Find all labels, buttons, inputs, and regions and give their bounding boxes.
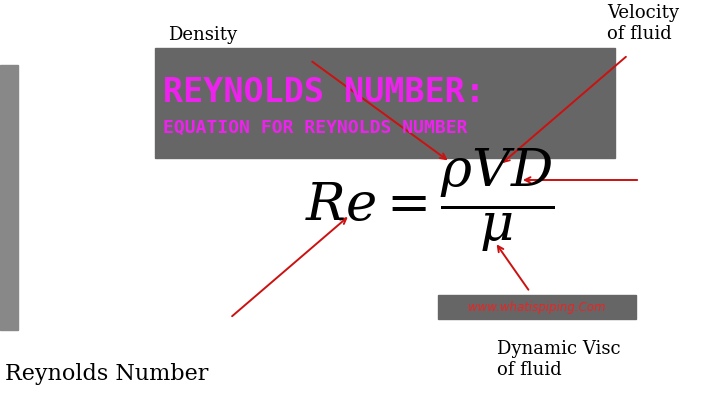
Text: REYNOLDS NUMBER:: REYNOLDS NUMBER: bbox=[163, 76, 485, 108]
Text: Density: Density bbox=[168, 26, 237, 44]
Text: www.whatispiping.Com: www.whatispiping.Com bbox=[468, 300, 606, 314]
Text: Velocity
of fluid: Velocity of fluid bbox=[607, 4, 679, 43]
Text: EQUATION FOR REYNOLDS NUMBER: EQUATION FOR REYNOLDS NUMBER bbox=[163, 119, 468, 137]
Bar bbox=[155, 48, 615, 158]
Text: $Re = \dfrac{\rho VD}{\mu}$: $Re = \dfrac{\rho VD}{\mu}$ bbox=[305, 146, 555, 254]
Bar bbox=[438, 295, 636, 319]
Bar bbox=[0, 65, 18, 330]
Text: Reynolds Number: Reynolds Number bbox=[5, 363, 209, 385]
Text: Dynamic Visc
of fluid: Dynamic Visc of fluid bbox=[497, 340, 621, 379]
